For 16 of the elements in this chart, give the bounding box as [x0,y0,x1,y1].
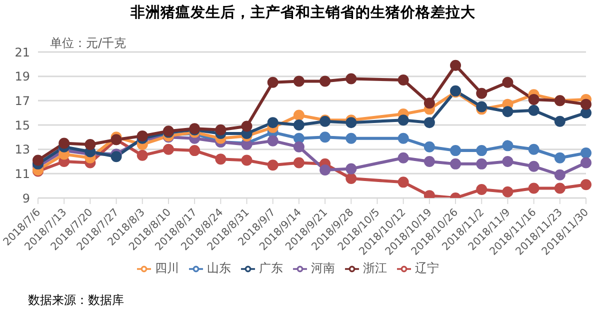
y-tick-label: 9 [22,191,30,206]
legend-label: 四川 [155,261,179,275]
y-tick-label: 21 [14,45,30,60]
legend-label: 辽宁 [415,261,439,275]
y-tick-label: 13 [14,142,30,157]
legend-label: 浙江 [363,261,387,275]
text: 单位：元/千克 [50,35,126,52]
legend-label: 广东 [259,261,283,275]
chart-title: 非洲猪瘟发生后，主产省和主销省的生猪价格差拉大 [130,3,476,22]
legend-label: 山东 [207,261,231,275]
y-tick-label: 19 [14,70,30,84]
y-tick-label: 17 [14,94,30,108]
y-tick-label: 15 [14,118,30,132]
source-note: 数据来源：数据库 [28,292,124,309]
y-tick-label: 11 [14,166,30,181]
legend-label: 河南 [311,261,335,275]
